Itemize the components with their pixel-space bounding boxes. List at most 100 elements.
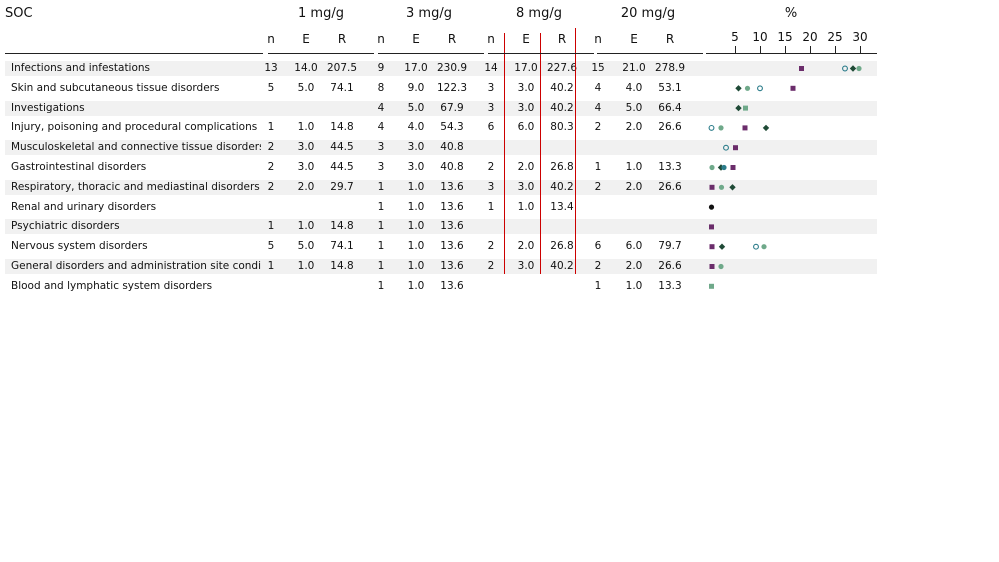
- table-cell: 40.8: [440, 161, 464, 173]
- tick-mark: [735, 46, 736, 53]
- table-cell: 3.0: [517, 101, 535, 114]
- data-marker: [735, 104, 742, 112]
- column-header-r: R: [665, 32, 675, 46]
- table-cell: 2: [267, 180, 275, 193]
- table-cell: 4.0: [407, 121, 425, 134]
- tick-mark: [810, 46, 811, 53]
- tick-label: 30: [852, 30, 868, 44]
- column-header-e: E: [302, 32, 310, 46]
- table-cell: 1.0: [407, 200, 425, 213]
- table-cell: 1: [377, 180, 385, 193]
- table-cell: 3: [377, 141, 385, 154]
- data-marker: [718, 243, 726, 250]
- table-cell: 3.0: [297, 141, 315, 154]
- data-marker: [709, 184, 715, 190]
- data-marker: [744, 85, 751, 91]
- header-rule: [378, 53, 484, 54]
- table-cell: 1.0: [625, 161, 643, 173]
- soc-label: Renal and urinary disorders: [11, 200, 157, 213]
- table-cell: 15: [591, 62, 605, 74]
- header-rule: [597, 53, 703, 54]
- data-marker: [733, 145, 738, 151]
- table-cell: 2.0: [625, 260, 643, 272]
- column-header-n: n: [594, 32, 602, 46]
- data-marker: [730, 165, 736, 170]
- table-cell: 13.6: [440, 220, 464, 233]
- table-cell: 13.3: [658, 161, 682, 173]
- column-header-r: R: [447, 32, 457, 46]
- table-cell: 17.0: [404, 62, 428, 74]
- header-rule: [268, 53, 374, 54]
- table-cell: 79.7: [658, 240, 682, 253]
- table-cell: 2.0: [517, 161, 535, 173]
- column-header-r: R: [557, 32, 567, 46]
- table-cell: 1: [594, 161, 602, 173]
- table-cell: 1.0: [297, 121, 315, 134]
- table-cell: 2: [594, 121, 602, 134]
- data-marker: [709, 224, 714, 230]
- column-header-n: n: [487, 32, 495, 46]
- column-header-n: n: [267, 32, 275, 46]
- red-guide-line: [575, 28, 576, 274]
- table-cell: 4: [594, 101, 602, 114]
- table-cell: 6: [487, 121, 495, 134]
- data-marker: [743, 105, 748, 111]
- table-cell: 1: [377, 220, 385, 233]
- table-cell: 227.6: [547, 62, 578, 74]
- table-cell: 3.0: [407, 141, 425, 154]
- table-cell: 6.0: [517, 121, 535, 134]
- row-band: [5, 259, 877, 274]
- table-cell: 44.5: [330, 141, 354, 154]
- column-header-e: E: [630, 32, 638, 46]
- table-cell: 44.5: [330, 161, 354, 173]
- data-marker: [729, 184, 736, 191]
- column-header-e: E: [522, 32, 530, 46]
- table-cell: 278.9: [655, 62, 686, 74]
- header-rule: [706, 53, 877, 54]
- data-marker: [709, 164, 715, 171]
- table-cell: 5: [267, 81, 275, 94]
- table-cell: 21.0: [622, 62, 646, 74]
- data-marker: [709, 244, 715, 250]
- percent-axis-title: %: [784, 6, 798, 21]
- table-cell: 2.0: [517, 240, 535, 253]
- table-cell: 3.0: [297, 161, 315, 173]
- column-header-n: n: [377, 32, 385, 46]
- table-cell: 74.1: [330, 240, 354, 253]
- table-cell: 4: [594, 81, 602, 94]
- table-cell: 9: [377, 62, 385, 74]
- data-marker: [757, 85, 763, 92]
- soc-label: Gastrointestinal disorders: [11, 161, 147, 173]
- table-cell: 2: [487, 240, 495, 253]
- table-cell: 1.0: [297, 220, 315, 233]
- table-cell: 2.0: [625, 180, 643, 193]
- table-cell: 1: [377, 240, 385, 253]
- group-header-3mg: 3 mg/g: [406, 6, 452, 21]
- table-cell: 40.2: [550, 180, 574, 193]
- table-cell: 6: [594, 240, 602, 253]
- table-cell: 74.1: [330, 81, 354, 94]
- table-cell: 1.0: [517, 200, 535, 213]
- data-marker: [718, 263, 724, 270]
- table-cell: 4: [377, 121, 385, 134]
- column-header-e: E: [412, 32, 420, 46]
- table-cell: 80.3: [550, 121, 574, 134]
- table-cell: 26.6: [658, 180, 682, 193]
- table-cell: 2: [487, 161, 495, 173]
- data-marker: [761, 244, 767, 250]
- soc-label: Injury, poisoning and procedural complic…: [11, 121, 258, 134]
- data-marker: [723, 144, 729, 151]
- table-cell: 13.6: [440, 260, 464, 272]
- table-cell: 13.6: [440, 240, 464, 253]
- header-rule: [5, 53, 263, 54]
- data-marker: [718, 125, 724, 131]
- table-cell: 1.0: [407, 279, 425, 292]
- tick-mark: [760, 46, 761, 53]
- table-cell: 1: [377, 279, 385, 292]
- table-cell: 9.0: [407, 81, 425, 94]
- soc-label: Respiratory, thoracic and mediastinal di…: [11, 180, 260, 193]
- table-cell: 1: [594, 279, 602, 292]
- table-cell: 3: [487, 180, 495, 193]
- table-cell: 1: [267, 220, 275, 233]
- table-cell: 1.0: [625, 279, 643, 292]
